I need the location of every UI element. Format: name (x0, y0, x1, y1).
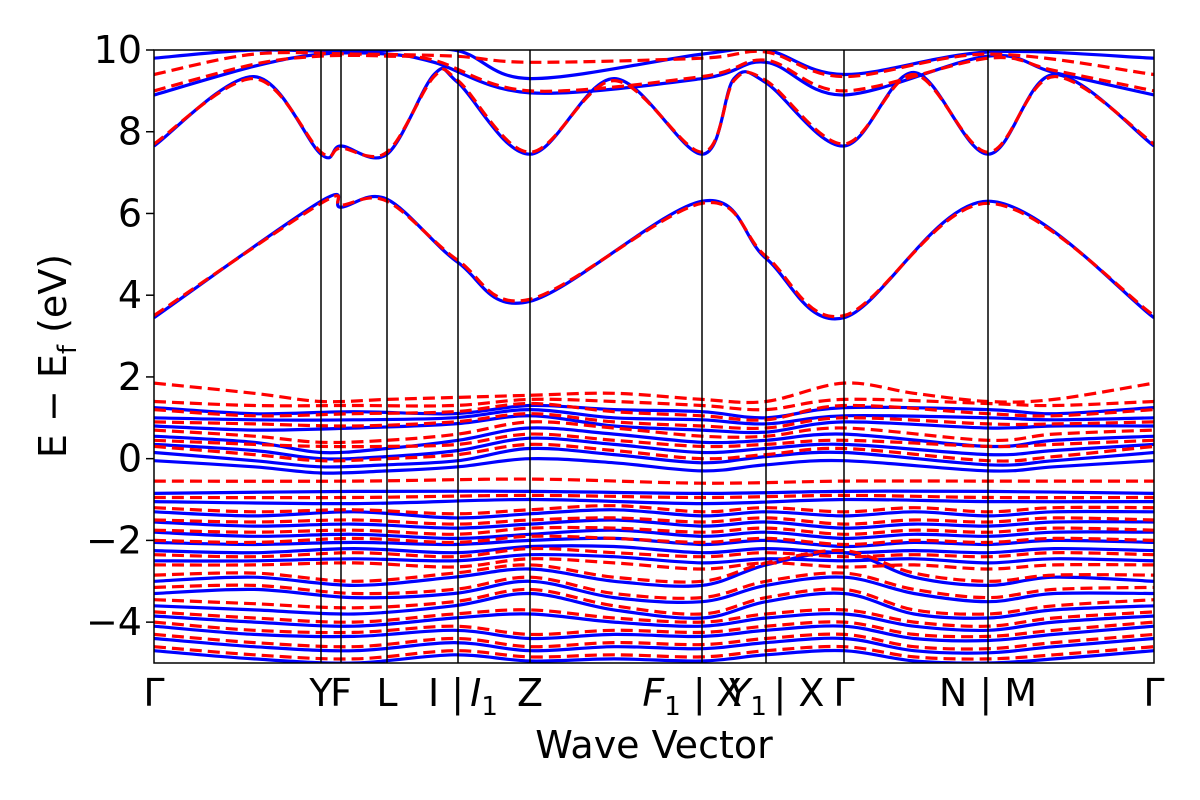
kpoint-label-12: N | M (939, 671, 1037, 716)
kpoint-label-6: Z (517, 671, 543, 715)
kpoint-label-2: F (330, 671, 352, 715)
dashed-band-line-0 (154, 194, 1154, 319)
kpoint-label-5: I1 (470, 671, 498, 722)
y-axis-title: E − Ef (eV) (31, 254, 83, 458)
kpoint-label-7: F1 | (642, 671, 705, 722)
kpoint-dividers (320, 50, 989, 663)
dashed-band-line-4 (154, 381, 1154, 405)
dashed-band-line-6 (154, 401, 1154, 422)
solid-band-line-4 (154, 403, 1154, 420)
kpoint-label-4: I | (428, 671, 464, 716)
y-tick-label-3: 2 (118, 355, 142, 399)
y-tick-label-7: 10 (94, 28, 142, 72)
y-tick-label-2: 0 (118, 437, 142, 481)
y-tick-label-0: −4 (86, 600, 142, 644)
dashed-band-line-1 (154, 67, 1154, 159)
y-axis-title-subscript: f (53, 344, 83, 354)
band-lines (154, 50, 1154, 663)
dashed-band-line-19 (154, 548, 1154, 584)
kpoint-label-1: Y (308, 671, 333, 715)
solid-band-line-6 (154, 414, 1154, 435)
dashed-band-line-11 (154, 477, 1154, 485)
y-tick-label-4: 4 (118, 273, 142, 317)
dashed-band-line-12 (154, 493, 1154, 500)
y-tick-label-6: 8 (118, 110, 142, 154)
y-tick-label-1: −2 (86, 518, 142, 562)
y-axis-ticks: −4 −2 0 2 4 6 8 10 (86, 28, 154, 644)
kpoint-label-0: Γ (143, 671, 164, 715)
solid-band-line-11 (154, 489, 1154, 496)
dashed-band-line-2 (154, 53, 1154, 93)
solid-band-line-17 (154, 544, 1154, 555)
y-tick-label-5: 6 (118, 191, 142, 235)
x-axis-title: Wave Vector (535, 723, 773, 767)
kpoint-label-11: Γ (833, 671, 854, 715)
dashed-band-line-3 (154, 50, 1154, 79)
plot-frame (153, 49, 1155, 664)
solid-band-line-5 (154, 407, 1154, 426)
kpoint-label-13: Γ (1143, 671, 1164, 715)
dashed-band-line-21 (154, 587, 1154, 616)
kpoint-label-10: | X (774, 671, 825, 716)
kpoint-label-8: X (716, 671, 742, 715)
dashed-band-line-20 (154, 571, 1154, 600)
kpoint-label-3: L (376, 671, 397, 715)
solid-band-line-12 (154, 497, 1154, 506)
kpoint-label-9: Y1 (727, 671, 767, 722)
